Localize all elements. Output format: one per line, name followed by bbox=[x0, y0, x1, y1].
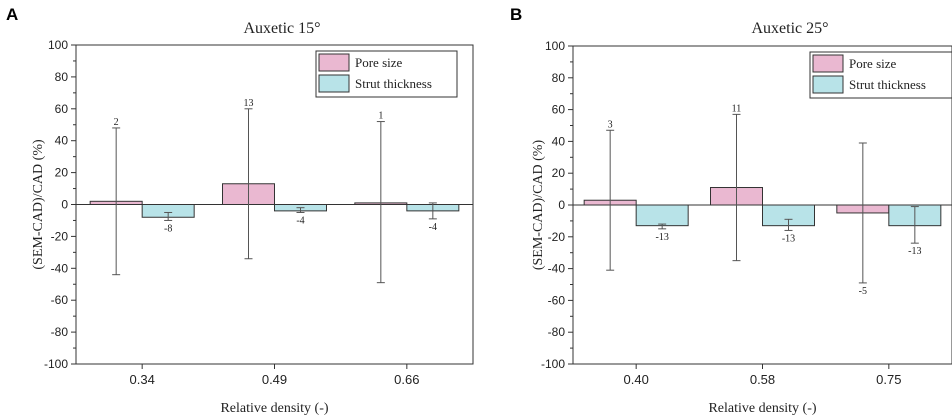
y-tick-label: -100 bbox=[44, 357, 68, 371]
data-label: -4 bbox=[296, 215, 304, 226]
y-axis-label: (SEM-CAD)/CAD (%) bbox=[531, 140, 546, 271]
y-tick-label: -40 bbox=[51, 261, 69, 275]
y-tick-label: -80 bbox=[51, 325, 69, 339]
data-label: -13 bbox=[655, 232, 668, 243]
legend: Pore size Strut thickness bbox=[809, 51, 952, 99]
data-label: -13 bbox=[908, 246, 921, 257]
data-label: 1 bbox=[378, 111, 383, 122]
legend-label: Pore size bbox=[355, 55, 403, 70]
legend-swatch-pore-size bbox=[812, 54, 844, 73]
chart-title: Auxetic 25° bbox=[751, 20, 828, 37]
y-tick-label: 40 bbox=[552, 134, 566, 148]
x-tick-label: 0.34 bbox=[130, 372, 155, 387]
panel-letter: B bbox=[510, 5, 522, 24]
x-axis-label: Relative density (-) bbox=[708, 401, 816, 416]
data-label: -8 bbox=[164, 223, 172, 234]
y-tick-label: -60 bbox=[548, 293, 566, 307]
x-tick-label: 0.58 bbox=[750, 372, 775, 387]
y-tick-label: 60 bbox=[55, 102, 69, 116]
y-tick-label: 20 bbox=[552, 166, 566, 180]
data-label: 3 bbox=[608, 119, 613, 130]
legend-swatch-strut-thickness bbox=[318, 74, 350, 93]
data-label: 11 bbox=[732, 103, 742, 114]
y-tick-label: 0 bbox=[61, 198, 68, 212]
legend: Pore size Strut thickness bbox=[315, 50, 458, 98]
panel-letter: A bbox=[6, 5, 18, 24]
y-tick-label: 80 bbox=[552, 71, 566, 85]
y-tick-label: -80 bbox=[548, 325, 566, 339]
data-label: 2 bbox=[114, 117, 119, 128]
x-axis-label: Relative density (-) bbox=[220, 401, 328, 416]
x-tick-label: 0.75 bbox=[876, 372, 901, 387]
legend-swatch-pore-size bbox=[318, 53, 350, 72]
legend-label: Strut thickness bbox=[355, 76, 432, 91]
bar-strut-thickness bbox=[635, 204, 689, 227]
x-tick-label: 0.49 bbox=[262, 372, 287, 387]
chart-panel-a: A Auxetic 15° 100 80 60 40 20 0 -20 -40 -60 -80 -100… bbox=[6, 5, 474, 416]
data-label: -4 bbox=[429, 222, 437, 233]
y-tick-label: -60 bbox=[51, 293, 69, 307]
data-label: -5 bbox=[859, 286, 867, 297]
y-tick-label: 80 bbox=[55, 70, 69, 84]
y-tick-label: -40 bbox=[548, 262, 566, 276]
y-axis-label: (SEM-CAD)/CAD (%) bbox=[31, 139, 46, 270]
x-tick-label: 0.40 bbox=[624, 372, 649, 387]
y-tick-label: -100 bbox=[541, 357, 565, 371]
y-tick-label: -20 bbox=[51, 229, 69, 243]
legend-swatch-strut-thickness bbox=[812, 75, 844, 94]
x-tick-label: 0.66 bbox=[394, 372, 419, 387]
y-tick-label: 100 bbox=[48, 38, 68, 52]
y-tick-label: 20 bbox=[55, 166, 69, 180]
y-tick-label: 40 bbox=[55, 134, 69, 148]
legend-label: Pore size bbox=[849, 56, 897, 71]
chart-panel-b: B Auxetic 25° 100 80 60 40 20 0 -20 -40 -60 -80 -100… bbox=[510, 5, 952, 416]
y-tick-label: 60 bbox=[552, 103, 566, 117]
data-label: 13 bbox=[244, 98, 254, 109]
legend-label: Strut thickness bbox=[849, 77, 926, 92]
y-tick-label: -20 bbox=[548, 230, 566, 244]
data-label: -13 bbox=[782, 233, 795, 244]
y-tick-label: 0 bbox=[558, 198, 565, 212]
chart-title: Auxetic 15° bbox=[243, 20, 320, 37]
y-tick-label: 100 bbox=[545, 39, 565, 53]
